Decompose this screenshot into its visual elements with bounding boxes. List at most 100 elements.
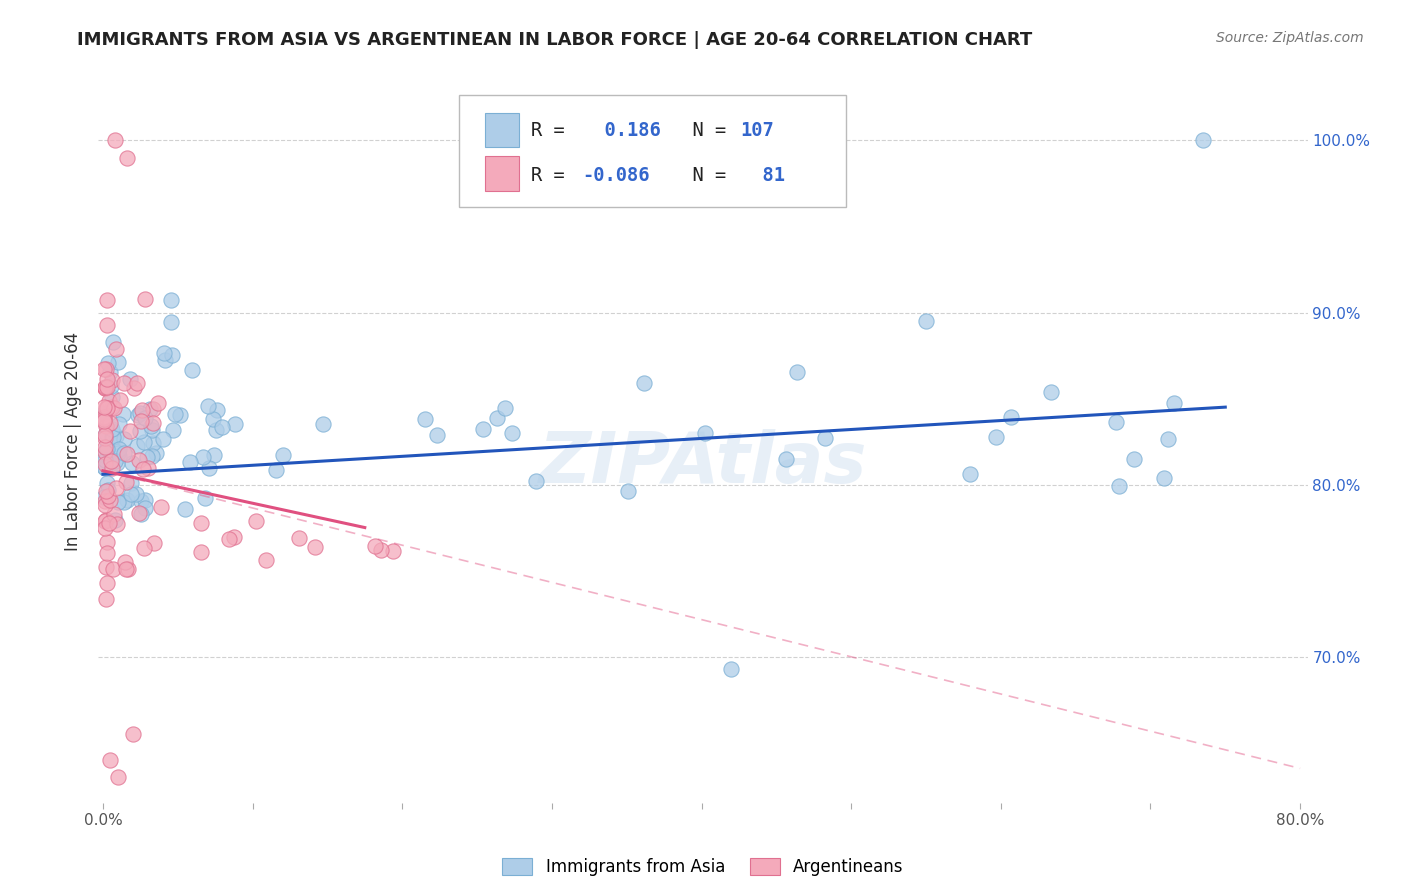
Point [103,401,125,415]
Point [94,591,117,606]
Point [96,546,118,560]
Point [211,419,233,434]
Point [101,424,124,438]
Point [134,541,156,556]
Point [1123,452,1146,467]
Point [121,727,143,741]
Point [364,540,387,554]
Bar [485,112,519,147]
Point [915,314,938,328]
Point [633,376,655,390]
Point [98,365,121,379]
Point [94,493,117,508]
Point [100,492,122,507]
Point [160,349,183,363]
Point [115,492,138,507]
Point [107,770,129,784]
Point [1000,409,1022,424]
Point [814,432,837,446]
Point [150,500,173,514]
Point [100,390,122,404]
Point [190,545,212,559]
Point [114,555,136,569]
Text: N =: N = [671,120,738,140]
Point [125,439,148,453]
Point [97,393,120,408]
Point [138,402,160,417]
Point [93,414,115,428]
Point [1191,133,1213,147]
Point [190,516,212,530]
Point [222,530,245,544]
Point [173,501,195,516]
Point [103,562,125,576]
Point [1039,385,1062,400]
Text: R =: R = [531,120,576,140]
Point [118,372,141,386]
Point [94,457,117,471]
Point [101,430,124,444]
Point [370,543,392,558]
Point [254,552,277,566]
Point [125,487,148,501]
Point [245,514,267,528]
Point [94,461,117,475]
Point [426,428,449,442]
Point [94,425,117,440]
Point [617,483,640,498]
Point [94,431,117,445]
Point [382,543,405,558]
Point [132,462,155,476]
Point [159,293,181,307]
Point [129,406,152,420]
Point [104,453,127,467]
Point [304,541,326,555]
Point [101,430,124,444]
Point [193,450,215,464]
Point [169,408,191,422]
Text: N =: N = [671,166,738,186]
Point [93,460,115,475]
Point [94,514,117,528]
Bar [485,156,519,191]
Point [127,408,149,422]
Point [98,416,121,430]
Point [107,417,129,432]
Point [104,513,127,527]
Point [112,432,135,446]
Point [775,452,797,467]
Point [97,516,120,531]
Point [141,418,163,433]
Point [93,406,115,420]
Point [96,318,118,332]
Point [1157,432,1180,446]
Point [105,456,128,470]
Point [93,412,115,426]
Text: -0.086: -0.086 [582,166,650,186]
Point [224,417,246,431]
Point [94,498,117,512]
Point [101,401,124,415]
Point [786,365,808,379]
Point [524,475,547,489]
Point [194,491,217,505]
Point [129,507,152,521]
Point [1108,479,1130,493]
Point [141,449,163,463]
Point [96,484,118,499]
Point [115,562,138,576]
Point [1105,416,1128,430]
Point [105,516,128,531]
Point [695,426,717,441]
Legend: Immigrants from Asia, Argentineans: Immigrants from Asia, Argentineans [495,851,911,882]
Text: IMMIGRANTS FROM ASIA VS ARGENTINEAN IN LABOR FORCE | AGE 20-64 CORRELATION CHART: IMMIGRANTS FROM ASIA VS ARGENTINEAN IN L… [77,31,1032,49]
Point [720,662,742,676]
Point [104,343,127,357]
Point [96,293,118,307]
Point [96,401,118,415]
Text: 81: 81 [741,166,786,186]
Point [984,429,1007,443]
Point [120,424,142,438]
FancyBboxPatch shape [458,95,845,207]
Point [142,536,165,550]
